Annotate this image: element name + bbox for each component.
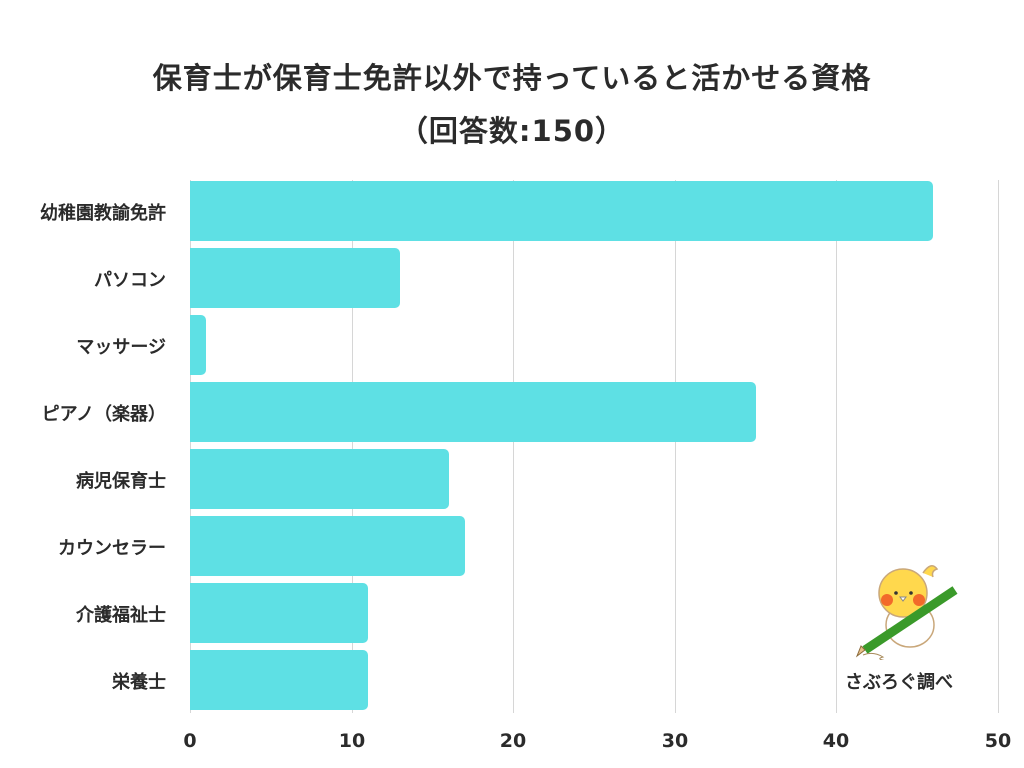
category-label: パソコン [94,270,166,291]
category-label: 介護福祉士 [76,605,166,626]
plot-area [190,180,999,713]
source-credit: さぶろぐ調べ [845,672,953,693]
bar-0 [190,181,934,241]
gridline [351,180,353,713]
gridline [190,180,191,713]
bar-3 [190,382,756,442]
bird-mascot-icon [855,565,958,660]
gridline [513,180,515,713]
category-label: 病児保育士 [76,471,166,492]
gridline [674,180,676,713]
x-tick-label: 40 [822,730,850,752]
x-tick-label: 20 [499,730,527,752]
bar-1 [190,248,401,308]
x-tick-label: 50 [984,730,1012,752]
bar-6 [190,583,368,643]
bar-5 [190,516,465,576]
gridline [998,180,999,713]
bar-2 [190,315,207,375]
gridline [836,180,838,713]
category-label: ピアノ（楽器） [41,404,166,425]
category-label: 幼稚園教諭免許 [40,203,166,224]
x-tick-label: 0 [183,730,197,752]
bar-4 [190,449,449,509]
category-label: カウンセラー [58,538,166,559]
bar-7 [190,650,368,710]
category-label: 栄養士 [112,672,166,693]
x-tick-label: 10 [338,730,366,752]
category-label: マッサージ [76,337,166,358]
x-tick-label: 30 [661,730,689,752]
chart-title: 保育士が保育士免許以外で持っていると活かせる資格 [152,61,872,95]
chart-subtitle: （回答数:150） [398,114,626,148]
